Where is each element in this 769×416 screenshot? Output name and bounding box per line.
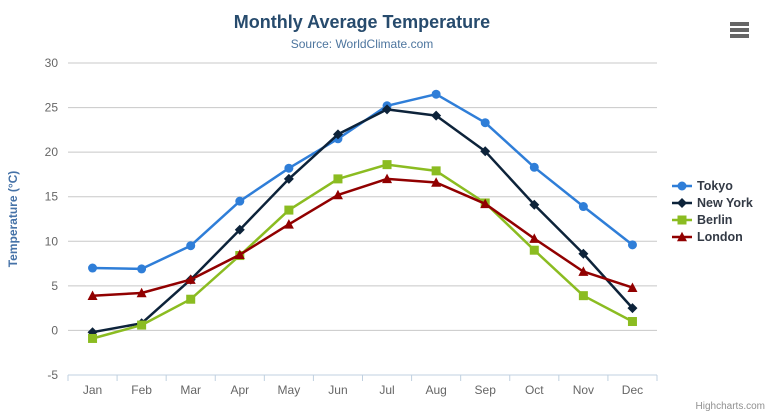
triangle-glyph[interactable] (677, 231, 687, 241)
series-london-point[interactable] (234, 249, 245, 259)
triangle-icon (672, 231, 692, 241)
series-tokyo-point[interactable] (186, 241, 196, 251)
y-axis-label: 25 (45, 101, 59, 115)
chart-subtitle: Source: WorldClimate.com (290, 37, 434, 51)
series-berlin-point[interactable] (333, 174, 343, 184)
x-axis-label: Aug (425, 383, 446, 397)
series-new-york-point[interactable] (529, 199, 540, 210)
x-axis-label: Oct (525, 383, 544, 397)
circle-glyph[interactable] (677, 181, 687, 190)
series-tokyo-line[interactable] (91, 92, 634, 271)
series-london-point[interactable] (332, 189, 343, 200)
series-tokyo-point[interactable] (431, 89, 441, 99)
legend-label: Berlin (697, 212, 733, 227)
series-london-point[interactable] (87, 290, 98, 300)
x-axis-label: May (278, 383, 301, 397)
series-berlin-line[interactable] (91, 163, 634, 340)
y-axis-label: 20 (45, 145, 59, 159)
series-new-york-point[interactable] (332, 129, 343, 140)
legend-item-tokyo[interactable]: Tokyo (672, 177, 753, 194)
series-london-point[interactable] (627, 282, 638, 292)
y-axis-title: Temperature (°C) (6, 170, 20, 268)
series-tokyo-point[interactable] (529, 162, 539, 172)
series-new-york-point[interactable] (382, 104, 393, 115)
y-axis-label: 0 (51, 323, 58, 337)
series-london-point[interactable] (578, 266, 589, 276)
legend-label: Tokyo (697, 178, 733, 193)
diamond-glyph[interactable] (677, 197, 687, 208)
x-axis-label: Nov (573, 383, 594, 397)
series-new-york (87, 104, 638, 338)
series-berlin-point[interactable] (382, 160, 392, 170)
legend-item-berlin[interactable]: Berlin (672, 211, 753, 228)
series-london-point[interactable] (529, 233, 540, 243)
x-axis-label: Apr (230, 383, 249, 397)
legend-label: London (697, 229, 743, 244)
series-new-york-line[interactable] (91, 108, 634, 334)
series-new-york-point[interactable] (480, 146, 491, 157)
x-axis-label: Jan (83, 383, 102, 397)
y-axis-label: -5 (47, 368, 58, 382)
y-axis-label: 5 (51, 279, 58, 293)
series-tokyo-point[interactable] (235, 196, 245, 206)
series-new-york-point[interactable] (283, 173, 294, 184)
square-glyph[interactable] (677, 215, 687, 224)
series-tokyo-point[interactable] (284, 163, 294, 173)
series-tokyo-point[interactable] (578, 202, 588, 212)
series-berlin-point[interactable] (627, 317, 637, 327)
series-new-york-point[interactable] (627, 303, 638, 314)
series-berlin-point[interactable] (137, 320, 147, 330)
legend-item-new-york[interactable]: New York (672, 194, 753, 211)
series-london-point[interactable] (136, 287, 147, 298)
series-tokyo-point[interactable] (137, 264, 147, 274)
series-london-point[interactable] (480, 198, 491, 209)
square-icon (672, 215, 692, 224)
circle-icon (672, 181, 692, 190)
hamburger-icon[interactable] (729, 19, 755, 41)
series-berlin-point[interactable] (186, 294, 196, 304)
x-axis-label: Sep (475, 383, 497, 397)
series-london-point[interactable] (431, 177, 442, 187)
credits-link[interactable]: Highcharts.com (695, 401, 765, 412)
series-berlin-point[interactable] (431, 166, 441, 176)
series-berlin-point[interactable] (578, 291, 588, 301)
legend-item-london[interactable]: London (672, 228, 753, 245)
series-new-york-point[interactable] (234, 224, 245, 235)
diamond-icon (672, 197, 692, 208)
x-axis-label: Mar (180, 383, 201, 397)
x-axis-label: Feb (131, 383, 152, 397)
series-london-point[interactable] (283, 219, 294, 229)
series-berlin-point[interactable] (88, 333, 98, 343)
series-new-york-point[interactable] (431, 110, 442, 121)
y-axis-label: 30 (45, 56, 59, 70)
x-axis-label: Dec (622, 383, 643, 397)
x-axis-label: Jul (379, 383, 394, 397)
series-london-point[interactable] (185, 274, 196, 284)
legend: Tokyo New York Berlin London (672, 177, 753, 245)
series-tokyo-point[interactable] (627, 240, 637, 250)
legend-label: New York (697, 195, 753, 210)
series-london-line[interactable] (91, 177, 634, 297)
series-berlin-point[interactable] (284, 205, 294, 215)
series-new-york-point[interactable] (578, 248, 589, 259)
series-london (87, 173, 638, 300)
series-london-point[interactable] (382, 173, 393, 184)
chart-title: Monthly Average Temperature (233, 12, 491, 32)
series-berlin-point[interactable] (529, 245, 539, 255)
y-axis-label: 15 (45, 190, 59, 204)
series-tokyo-point[interactable] (480, 118, 490, 128)
y-axis-label: 10 (45, 234, 59, 248)
series-tokyo-point[interactable] (88, 263, 98, 273)
x-axis-label: Jun (328, 383, 347, 397)
series-tokyo (88, 89, 637, 274)
